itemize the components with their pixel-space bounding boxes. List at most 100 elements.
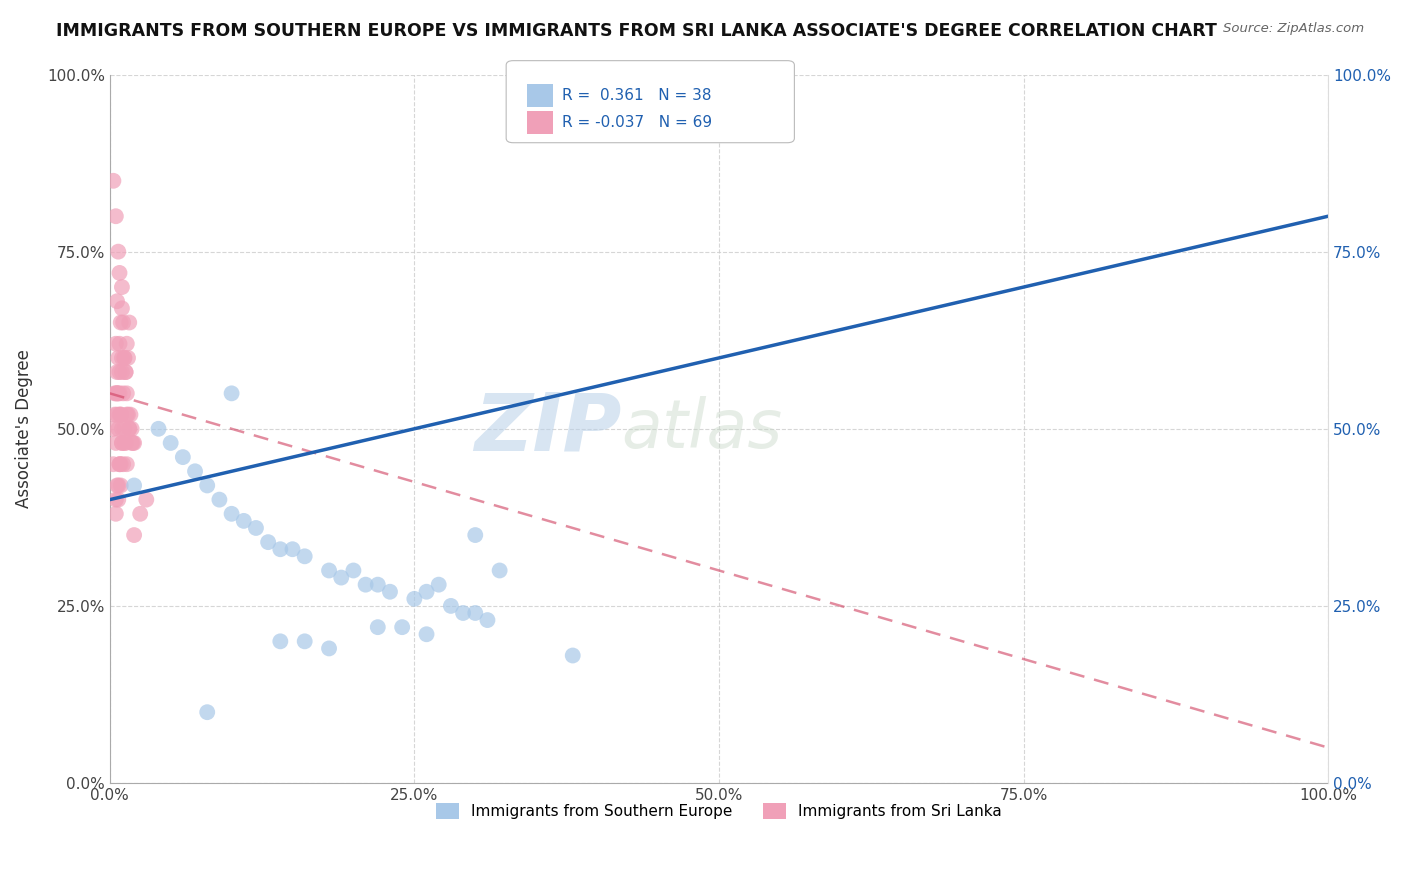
Text: Source: ZipAtlas.com: Source: ZipAtlas.com [1223, 22, 1364, 36]
Point [104, 209, 127, 223]
Point [221, 507, 243, 521]
Point [114, 365, 136, 379]
Point [195, 705, 218, 719]
Point [281, 542, 304, 557]
Point [108, 336, 131, 351]
Legend: Immigrants from Southern Europe, Immigrants from Sri Lanka: Immigrants from Southern Europe, Immigra… [430, 797, 1008, 825]
Point [427, 577, 450, 591]
Point [111, 351, 134, 365]
Point [111, 422, 134, 436]
Point [118, 422, 141, 436]
Point [110, 457, 132, 471]
Point [208, 492, 231, 507]
Point [117, 351, 139, 365]
Point [104, 386, 127, 401]
Point [122, 436, 145, 450]
Point [107, 386, 129, 401]
Point [121, 422, 143, 436]
Point [112, 351, 135, 365]
Point [104, 386, 127, 401]
Point [120, 408, 142, 422]
Point [107, 422, 129, 436]
Point [404, 591, 426, 606]
Point [107, 478, 129, 492]
Point [108, 386, 131, 401]
Point [112, 422, 135, 436]
Text: ZIP: ZIP [474, 390, 621, 467]
Point [112, 436, 135, 450]
Point [112, 316, 135, 330]
Point [318, 641, 340, 656]
Point [464, 606, 486, 620]
Point [105, 365, 128, 379]
Point [122, 528, 145, 542]
Point [118, 422, 141, 436]
Point [104, 336, 127, 351]
Point [108, 457, 131, 471]
Point [221, 386, 243, 401]
Point [111, 280, 134, 294]
Point [115, 386, 138, 401]
Point [112, 351, 135, 365]
Point [269, 542, 291, 557]
Point [104, 436, 127, 450]
Point [103, 422, 125, 436]
Point [415, 627, 437, 641]
Point [107, 492, 129, 507]
Point [561, 648, 583, 663]
Point [367, 620, 389, 634]
Point [148, 422, 170, 436]
Point [245, 521, 267, 535]
Point [121, 436, 143, 450]
Point [159, 436, 181, 450]
Point [103, 174, 125, 188]
Point [257, 535, 280, 549]
Text: atlas: atlas [621, 396, 783, 462]
Point [104, 492, 127, 507]
Point [117, 408, 139, 422]
Point [107, 351, 129, 365]
Point [367, 577, 389, 591]
Point [294, 549, 316, 564]
Point [111, 436, 134, 450]
Point [451, 606, 474, 620]
Point [135, 492, 157, 507]
Point [232, 514, 254, 528]
Point [110, 408, 132, 422]
Point [111, 301, 134, 316]
Point [391, 620, 413, 634]
Point [108, 365, 131, 379]
Point [103, 457, 125, 471]
Point [269, 634, 291, 648]
Point [104, 507, 127, 521]
Point [342, 564, 364, 578]
Point [111, 365, 134, 379]
Point [488, 564, 510, 578]
Point [108, 408, 131, 422]
Point [112, 386, 135, 401]
Point [122, 478, 145, 492]
Point [115, 336, 138, 351]
Point [440, 599, 463, 613]
Text: R = -0.037   N = 69: R = -0.037 N = 69 [562, 115, 713, 129]
Point [118, 316, 141, 330]
Y-axis label: Associate's Degree: Associate's Degree [15, 350, 32, 508]
Text: IMMIGRANTS FROM SOUTHERN EUROPE VS IMMIGRANTS FROM SRI LANKA ASSOCIATE'S DEGREE : IMMIGRANTS FROM SOUTHERN EUROPE VS IMMIG… [56, 22, 1218, 40]
Point [105, 478, 128, 492]
Point [105, 294, 128, 309]
Point [105, 408, 128, 422]
Point [108, 457, 131, 471]
Point [378, 584, 401, 599]
Point [105, 386, 128, 401]
Point [477, 613, 499, 627]
Point [354, 577, 377, 591]
Point [294, 634, 316, 648]
Point [110, 408, 132, 422]
Point [114, 436, 136, 450]
Point [330, 570, 353, 584]
Point [114, 365, 136, 379]
Point [104, 408, 127, 422]
Point [318, 564, 340, 578]
Text: R =  0.361   N = 38: R = 0.361 N = 38 [562, 88, 711, 103]
Point [105, 386, 128, 401]
